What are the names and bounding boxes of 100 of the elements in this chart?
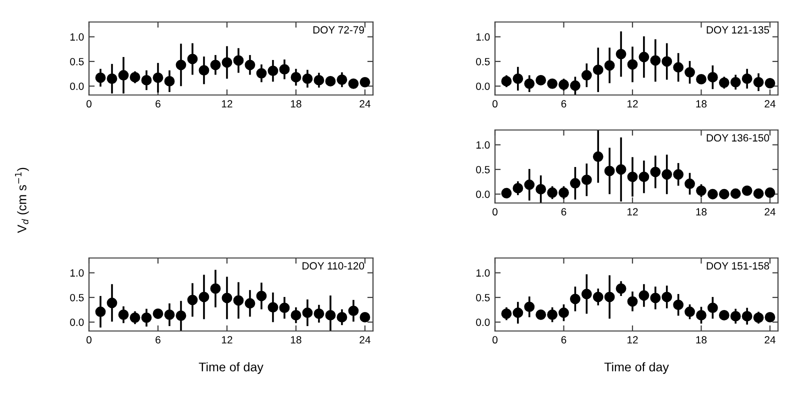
- point: [650, 55, 661, 66]
- point: [512, 74, 524, 84]
- y-tick-label: 1.0: [476, 33, 490, 41]
- point: [627, 296, 638, 307]
- y-tick-label: 1.0: [70, 33, 84, 41]
- point: [592, 151, 604, 162]
- point: [592, 292, 604, 302]
- point: [290, 72, 302, 82]
- point: [604, 60, 615, 71]
- point: [718, 310, 730, 320]
- point: [707, 302, 718, 314]
- x-tick-label: 12: [627, 208, 638, 216]
- point: [673, 62, 684, 73]
- point: [233, 55, 244, 66]
- point: [360, 76, 370, 88]
- point: [152, 72, 164, 83]
- point: [662, 292, 672, 302]
- x-tick-label: 24: [764, 208, 776, 216]
- point: [570, 80, 580, 91]
- point: [753, 312, 764, 323]
- x-tick-label: 6: [561, 100, 566, 108]
- point: [696, 74, 706, 84]
- point: [673, 300, 684, 310]
- annotation: DOY 121-135: [706, 26, 770, 34]
- x-tick-label: 6: [561, 208, 566, 216]
- point: [524, 302, 535, 312]
- point: [314, 74, 324, 86]
- point: [730, 188, 741, 199]
- point: [570, 294, 580, 304]
- point: [325, 76, 336, 86]
- point: [616, 48, 626, 60]
- point: [753, 76, 764, 88]
- point: [268, 66, 278, 76]
- point: [164, 310, 175, 320]
- x-axis-title: Time of day: [198, 362, 264, 374]
- point: [662, 169, 672, 180]
- y-tick-label: 1.0: [476, 269, 490, 277]
- point: [742, 310, 752, 322]
- point: [764, 78, 776, 88]
- point: [707, 72, 718, 82]
- point: [118, 310, 129, 320]
- y-tick-label: 0.5: [70, 294, 84, 302]
- point: [650, 292, 661, 304]
- point: [581, 288, 592, 300]
- annotation: DOY 72-79: [313, 26, 364, 34]
- point: [106, 74, 118, 84]
- point: [222, 292, 232, 304]
- point: [290, 310, 302, 320]
- point: [141, 312, 152, 323]
- x-tick-label: 0: [492, 336, 498, 344]
- point: [696, 185, 706, 196]
- y-tick-label: 0.0: [476, 318, 490, 326]
- point: [233, 295, 244, 306]
- x-tick-label: 0: [86, 336, 92, 344]
- y-tick-label: 1.0: [476, 141, 490, 149]
- x-tick-label: 18: [290, 336, 302, 344]
- point: [176, 60, 186, 70]
- x-tick-label: 24: [360, 336, 370, 344]
- point: [130, 72, 140, 82]
- x-tick-label: 24: [764, 100, 776, 108]
- x-tick-label: 6: [156, 100, 160, 108]
- x-tick-label: 12: [627, 100, 638, 108]
- point: [547, 187, 558, 198]
- point: [279, 64, 290, 75]
- point: [696, 310, 706, 320]
- point: [673, 169, 684, 180]
- point: [581, 70, 592, 80]
- point: [547, 310, 558, 320]
- point: [616, 164, 626, 175]
- point: [501, 188, 512, 198]
- point: [684, 67, 695, 78]
- point: [536, 184, 546, 194]
- x-tick-label: 24: [360, 100, 370, 108]
- x-tick-label: 18: [696, 336, 707, 344]
- point: [501, 76, 512, 86]
- y-tick-label: 0.0: [70, 318, 84, 326]
- point: [570, 178, 580, 188]
- point: [638, 52, 650, 62]
- point: [302, 74, 313, 84]
- point: [742, 74, 752, 84]
- x-tick-label: 6: [156, 336, 160, 344]
- point: [302, 308, 313, 318]
- point: [604, 166, 615, 176]
- point: [360, 312, 370, 322]
- point: [524, 78, 535, 89]
- point: [718, 77, 730, 88]
- y-tick-label: 0.0: [476, 190, 490, 198]
- y-tick-label: 1.0: [70, 269, 84, 277]
- point: [336, 312, 348, 322]
- x-tick-label: 0: [492, 100, 498, 108]
- point: [244, 298, 256, 309]
- point: [616, 283, 626, 294]
- point: [638, 290, 650, 301]
- point: [662, 56, 672, 67]
- point: [764, 312, 776, 322]
- x-tick-label: 18: [290, 100, 302, 108]
- point: [187, 54, 198, 64]
- y-tick-label: 0.0: [476, 82, 490, 90]
- point: [95, 306, 106, 317]
- point: [684, 178, 695, 189]
